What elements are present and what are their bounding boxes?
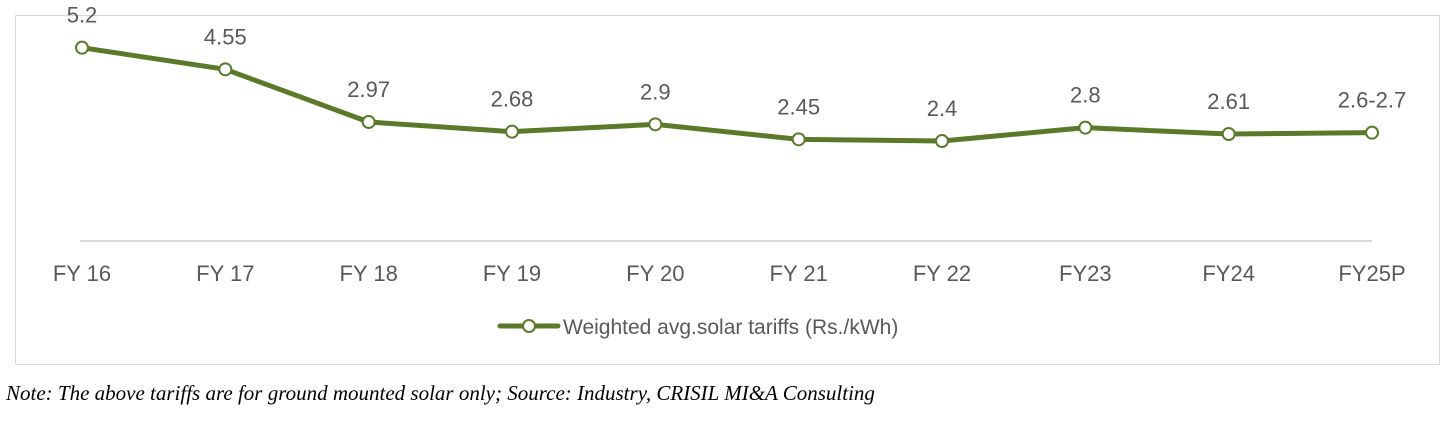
data-point bbox=[648, 117, 663, 132]
data-point bbox=[361, 115, 376, 129]
data-label: 2.97 bbox=[347, 77, 390, 102]
data-point bbox=[1078, 120, 1093, 135]
x-tick-label: FY 16 bbox=[53, 261, 111, 286]
legend-marker-icon bbox=[522, 319, 536, 333]
data-label: 2.61 bbox=[1207, 89, 1250, 114]
chart-frame bbox=[15, 15, 1440, 365]
data-label: 2.8 bbox=[1070, 83, 1101, 108]
x-tick-label: FY 17 bbox=[196, 261, 254, 286]
chart-note: Note: The above tariffs are for ground m… bbox=[6, 381, 875, 405]
data-label: 2.9 bbox=[640, 79, 671, 104]
x-tick-label: FY 20 bbox=[626, 261, 684, 286]
data-point bbox=[218, 62, 233, 77]
data-label: 5.2 bbox=[67, 3, 98, 28]
series-line bbox=[79, 45, 1375, 144]
x-tick-label: FY 18 bbox=[340, 261, 398, 286]
x-tick-label: FY25P bbox=[1338, 261, 1405, 286]
data-point bbox=[505, 124, 519, 139]
data-label: 2.68 bbox=[491, 87, 534, 112]
data-point bbox=[1365, 125, 1379, 140]
data-point bbox=[1221, 127, 1236, 141]
x-tick-label: FY23 bbox=[1059, 261, 1112, 286]
line-chart: FY 16 FY 17 FY 18 FY 19 FY 20 FY 21 FY 22 FY23 F… bbox=[53, 3, 1407, 339]
x-tick-label: FY 22 bbox=[913, 261, 971, 286]
data-point bbox=[75, 40, 89, 55]
data-label: 2.6-2.7 bbox=[1338, 88, 1407, 113]
data-point bbox=[791, 132, 806, 147]
data-label: 4.55 bbox=[204, 24, 247, 49]
x-tick-label: FY 21 bbox=[770, 261, 828, 286]
data-point bbox=[935, 134, 949, 148]
data-label: 2.45 bbox=[777, 94, 820, 119]
data-label: 2.4 bbox=[927, 96, 958, 121]
legend-label: Weighted avg.solar tariffs (Rs./kWh) bbox=[563, 316, 898, 339]
x-tick-label: FY24 bbox=[1202, 261, 1255, 286]
x-tick-label: FY 19 bbox=[483, 261, 541, 286]
